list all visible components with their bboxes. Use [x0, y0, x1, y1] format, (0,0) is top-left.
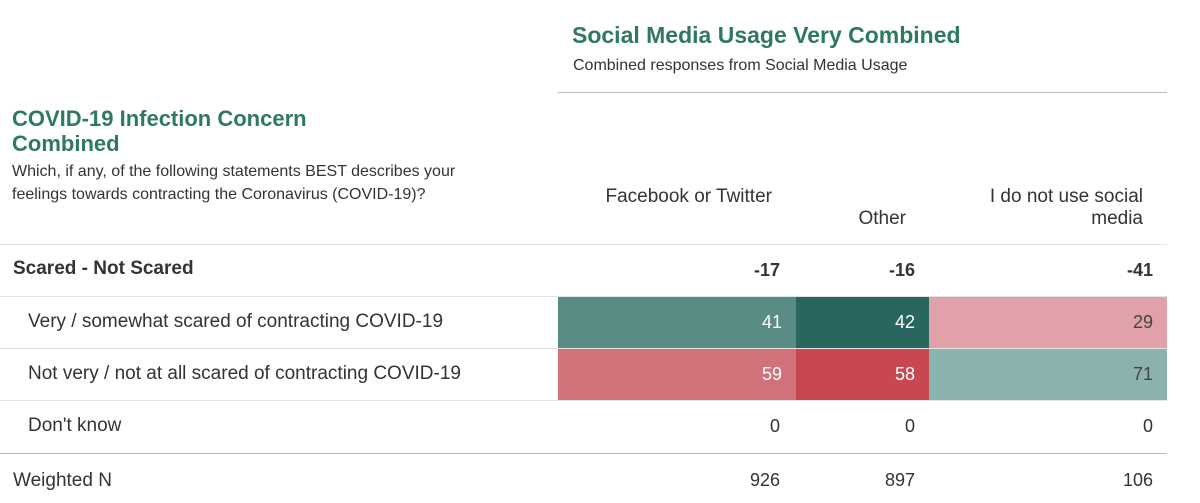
- divider-row-2: [0, 400, 1167, 401]
- column-label-facebook-twitter: Facebook or Twitter: [605, 186, 772, 207]
- column-label-other: Other: [858, 208, 906, 229]
- column-header-divider: [558, 92, 1167, 93]
- cell-not-scared-other: 58: [796, 349, 929, 400]
- weighted-n-label: Weighted N: [13, 470, 112, 491]
- column-label-no-social-media: I do not use social media: [989, 186, 1143, 229]
- cell-scared-other: 42: [796, 297, 929, 348]
- divider-summary: [0, 296, 1167, 297]
- divider-header: [0, 244, 1167, 245]
- summary-value-other: -16: [888, 260, 915, 280]
- column-header-subtitle: Combined responses from Social Media Usa…: [573, 57, 908, 74]
- cell-dont-know-no-social-media: 0: [1142, 416, 1153, 436]
- cell-scared-no-social-media: 29: [929, 297, 1167, 348]
- weighted-n-facebook-twitter: 926: [749, 470, 780, 490]
- row-header-title: COVID-19 Infection Concern Combined: [12, 106, 307, 156]
- cell-dont-know-facebook-twitter: 0: [769, 416, 780, 436]
- cell-not-scared-facebook-twitter: 59: [558, 349, 796, 400]
- cell-dont-know-other: 0: [904, 416, 915, 436]
- row-label-dont-know: Don't know: [28, 415, 122, 436]
- row-label-scared: Very / somewhat scared of contracting CO…: [28, 311, 444, 332]
- summary-value-facebook-twitter: -17: [753, 260, 780, 280]
- divider-weighted: [0, 453, 1167, 454]
- row-header-question: Which, if any, of the following statemen…: [12, 163, 456, 203]
- row-label-not-scared: Not very / not at all scared of contract…: [28, 363, 461, 384]
- divider-row-1: [0, 348, 1167, 349]
- summary-value-no-social-media: -41: [1126, 260, 1153, 280]
- cell-not-scared-no-social-media: 71: [929, 349, 1167, 400]
- weighted-n-other: 897: [884, 470, 915, 490]
- weighted-n-no-social-media: 106: [1122, 470, 1153, 490]
- cell-scared-facebook-twitter: 41: [558, 297, 796, 348]
- column-header-title: Social Media Usage Very Combined: [572, 22, 961, 48]
- summary-row-label: Scared - Not Scared: [13, 258, 194, 279]
